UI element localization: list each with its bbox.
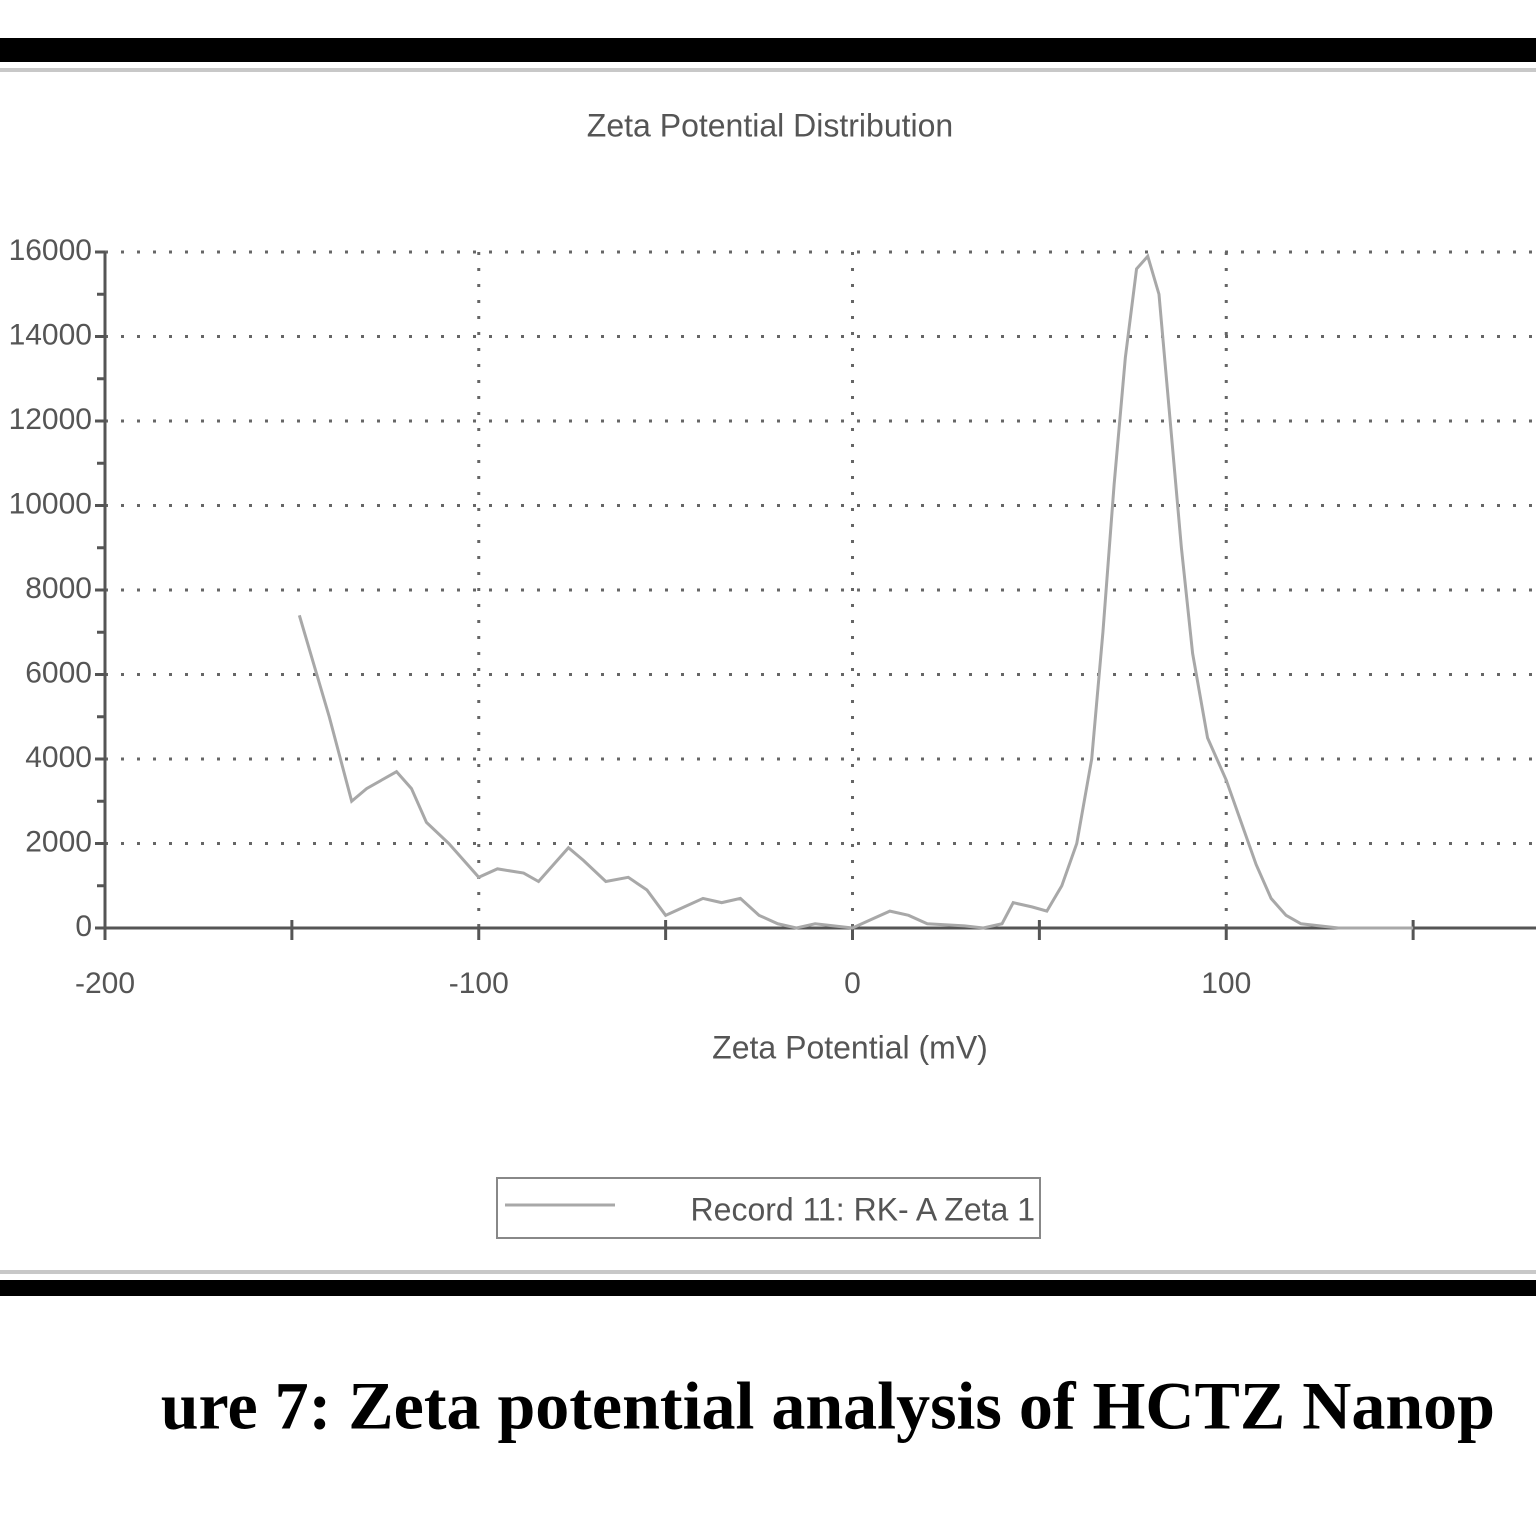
x-tick-label: -200 bbox=[75, 967, 135, 1000]
top-rule bbox=[0, 68, 1536, 72]
x-tick-label: 100 bbox=[1201, 967, 1251, 1000]
y-tick-label: 16000 bbox=[9, 234, 92, 267]
top-border bbox=[0, 38, 1536, 62]
y-tick-label: 8000 bbox=[25, 572, 92, 605]
x-tick-label: -100 bbox=[449, 967, 509, 1000]
x-axis-label: Zeta Potential (mV) bbox=[712, 1029, 988, 1065]
y-tick-label: 6000 bbox=[25, 656, 92, 689]
y-tick-label: 12000 bbox=[9, 403, 92, 436]
x-tick-label: 0 bbox=[844, 967, 861, 1000]
chart-title: Zeta Potential Distribution bbox=[587, 107, 953, 143]
legend-label: Record 11: RK- A Zeta 1 bbox=[691, 1191, 1035, 1227]
legend-box bbox=[496, 1177, 1041, 1239]
y-tick-label: 2000 bbox=[25, 825, 92, 858]
bottom-rule bbox=[0, 1270, 1536, 1274]
y-tick-label: 4000 bbox=[25, 741, 92, 774]
y-tick-label: 10000 bbox=[9, 487, 92, 520]
figure-caption: ure 7: Zeta potential analysis of HCTZ N… bbox=[161, 1368, 1495, 1444]
bottom-border bbox=[0, 1280, 1536, 1296]
y-tick-label: 14000 bbox=[9, 318, 92, 351]
y-tick-label: 0 bbox=[75, 910, 92, 943]
data-line bbox=[297, 253, 1414, 930]
